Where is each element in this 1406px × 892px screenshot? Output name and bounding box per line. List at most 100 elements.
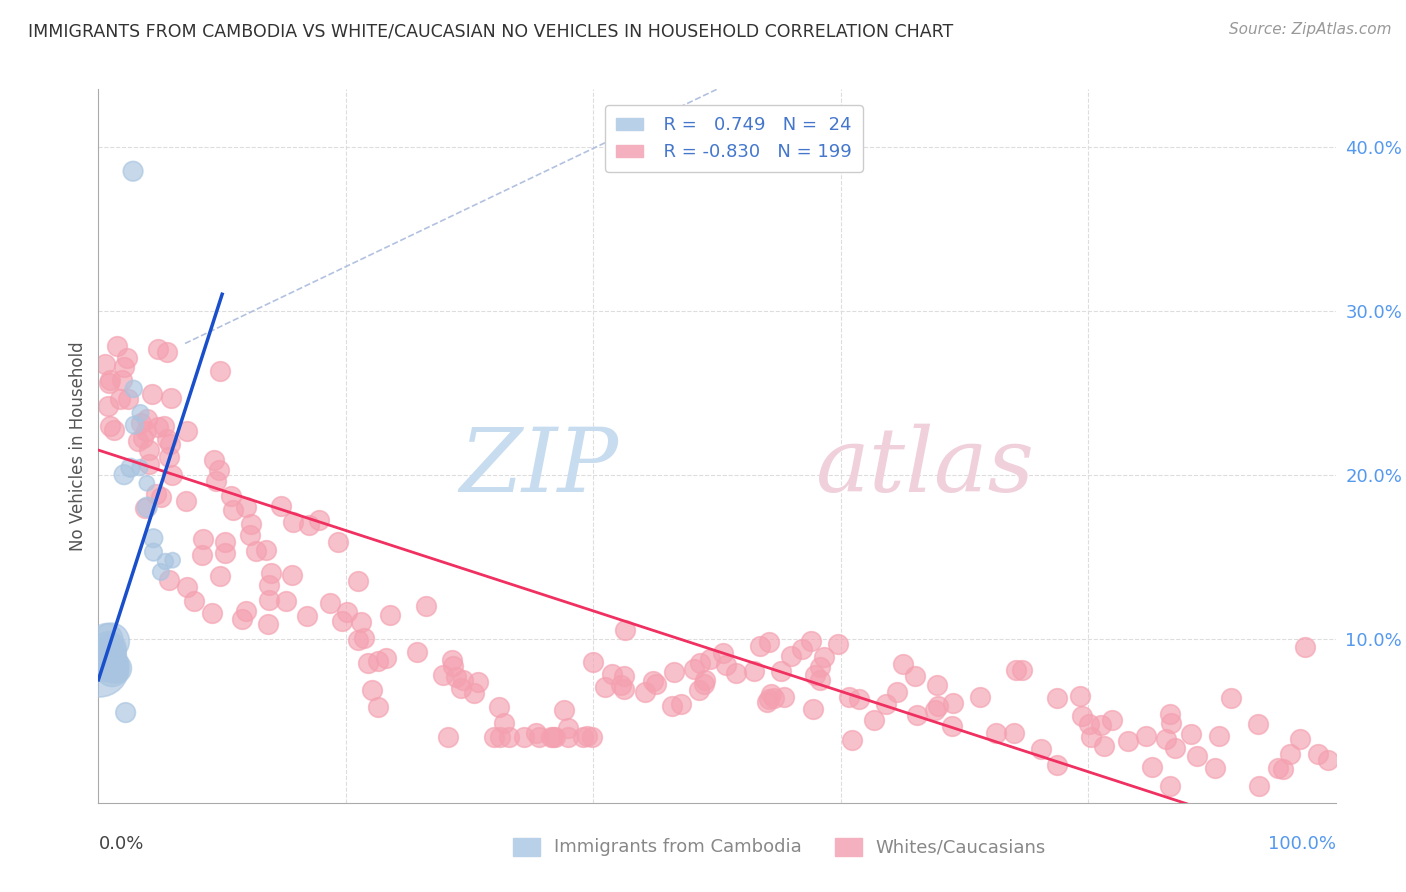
Point [1011, 664, 1033, 678]
Point [98, 419, 121, 434]
Point [1090, 717, 1112, 731]
Point [257, 578, 280, 592]
Point [330, 614, 353, 628]
Point [98, 638, 121, 652]
Point [131, 417, 153, 431]
Point [347, 574, 370, 589]
Point [1092, 739, 1115, 754]
Point [96, 632, 118, 647]
Point [808, 673, 831, 687]
Point [1278, 747, 1301, 761]
Point [254, 542, 277, 557]
Point [150, 491, 173, 505]
Point [1316, 753, 1339, 767]
Point [405, 645, 427, 659]
Point [298, 517, 321, 532]
Point [350, 615, 373, 630]
Point [274, 594, 297, 608]
Point [498, 730, 520, 744]
Point [222, 503, 245, 517]
Point [927, 698, 949, 713]
Point [205, 474, 228, 488]
Point [683, 662, 706, 676]
Point [145, 487, 167, 501]
Point [780, 648, 803, 663]
Point [661, 699, 683, 714]
Point [838, 690, 860, 705]
Point [239, 517, 262, 532]
Point [748, 639, 770, 653]
Point [1116, 734, 1139, 748]
Point [714, 658, 737, 673]
Point [1101, 713, 1123, 727]
Text: IMMIGRANTS FROM CAMBODIA VS WHITE/CAUCASIAN NO VEHICLES IN HOUSEHOLD CORRELATION: IMMIGRANTS FROM CAMBODIA VS WHITE/CAUCAS… [28, 22, 953, 40]
Point [124, 418, 146, 433]
Point [557, 721, 579, 735]
Point [156, 345, 179, 359]
Point [451, 673, 474, 688]
Point [260, 566, 283, 580]
Point [1159, 780, 1181, 794]
Point [235, 604, 257, 618]
Point [135, 424, 157, 438]
Point [693, 676, 716, 690]
Point [97, 376, 120, 391]
Point [374, 651, 396, 665]
Point [1070, 708, 1092, 723]
Point [724, 666, 747, 681]
Point [159, 391, 181, 405]
Point [112, 359, 135, 374]
Point [758, 635, 780, 649]
Point [1160, 715, 1182, 730]
Text: ZIP: ZIP [458, 424, 619, 511]
Point [808, 660, 831, 674]
Point [176, 580, 198, 594]
Point [235, 500, 257, 514]
Point [669, 697, 692, 711]
Point [134, 501, 156, 516]
Point [756, 695, 779, 709]
Point [1247, 780, 1270, 794]
Point [162, 553, 184, 567]
Point [105, 661, 128, 675]
Point [804, 668, 827, 682]
Point [117, 392, 139, 407]
Text: Immigrants from Cambodia: Immigrants from Cambodia [554, 838, 801, 856]
Point [512, 730, 534, 744]
Point [644, 677, 666, 691]
Point [1185, 749, 1208, 764]
Point [336, 605, 359, 619]
Text: 100.0%: 100.0% [1268, 835, 1336, 853]
Point [346, 633, 368, 648]
Point [848, 692, 870, 706]
Point [142, 545, 165, 559]
Point [1046, 691, 1069, 706]
Point [1220, 691, 1243, 706]
Point [1078, 717, 1101, 731]
Point [103, 423, 125, 437]
Point [1180, 727, 1202, 741]
Point [100, 650, 122, 665]
Point [527, 730, 550, 744]
Point [984, 726, 1007, 740]
Point [157, 450, 180, 464]
Point [1247, 716, 1270, 731]
Point [641, 674, 664, 689]
Point [415, 599, 437, 614]
Point [159, 437, 181, 451]
Point [1271, 762, 1294, 776]
Legend:   R =   0.749   N =  24,   R = -0.830   N = 199: R = 0.749 N = 24, R = -0.830 N = 199 [605, 105, 863, 172]
Point [446, 669, 468, 683]
Point [662, 665, 685, 680]
Point [1069, 690, 1091, 704]
Point [927, 678, 949, 692]
Point [367, 654, 389, 668]
Point [155, 554, 177, 568]
Point [524, 726, 547, 740]
Point [942, 696, 965, 710]
Point [762, 690, 785, 705]
Point [257, 617, 280, 632]
Point [160, 467, 183, 482]
Point [202, 453, 225, 467]
Point [540, 730, 562, 744]
